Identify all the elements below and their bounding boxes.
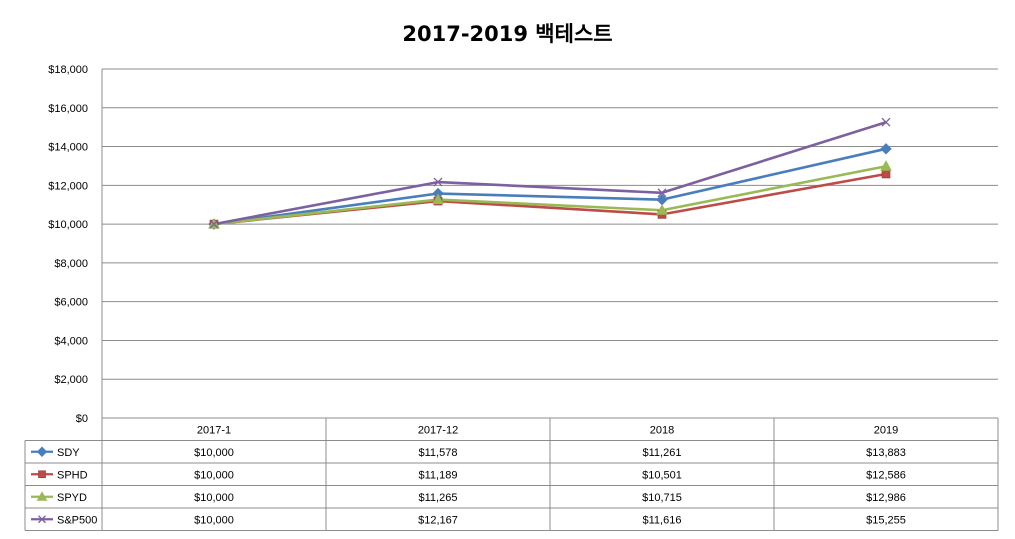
x-category-label: 2017-1 bbox=[197, 424, 231, 436]
y-axis-ticks: $0 $2,000 $4,000 $6,000 $8,000 $10,000 $12,000… bbox=[48, 64, 88, 425]
marker-stroke bbox=[881, 117, 891, 127]
marker-stroke bbox=[38, 515, 46, 524]
x-category-label: 2017-12 bbox=[418, 424, 458, 436]
series-line-sp500 bbox=[213, 120, 887, 226]
series-line-sdy bbox=[213, 147, 887, 226]
marker-stroke bbox=[209, 219, 219, 229]
data-table-cell: $10,000 bbox=[194, 447, 234, 459]
legend-series-name: SPYD bbox=[57, 492, 87, 504]
y-tick-label: $2,000 bbox=[54, 374, 88, 386]
series-line-spyd bbox=[213, 164, 887, 226]
data-point-sdy bbox=[880, 143, 892, 155]
series-markers bbox=[208, 117, 892, 230]
data-point-spyd bbox=[880, 160, 892, 171]
y-tick-label: $10,000 bbox=[48, 219, 88, 231]
legend-series-name: SPHD bbox=[57, 469, 88, 481]
data-table-cell: $10,000 bbox=[194, 469, 234, 481]
marker-stroke bbox=[433, 177, 443, 187]
data-table-cell: $11,616 bbox=[643, 514, 682, 526]
y-tick-label: $4,000 bbox=[54, 335, 88, 347]
legend-series-name: SDY bbox=[57, 447, 80, 459]
data-table-cell: $10,000 bbox=[194, 514, 234, 526]
data-table-cell: $10,000 bbox=[194, 492, 234, 504]
data-point-sp500 bbox=[657, 188, 667, 198]
legend-key-marker bbox=[36, 446, 48, 457]
series-line-sphd bbox=[213, 172, 887, 226]
y-tick-label: $12,000 bbox=[48, 180, 88, 192]
y-tick-label: $8,000 bbox=[54, 258, 88, 270]
chart-title: 2017-2019 백테스트 bbox=[402, 22, 613, 46]
data-point-sp500 bbox=[881, 117, 891, 127]
data-table-cell: $11,261 bbox=[643, 447, 682, 459]
y-tick-label: $14,000 bbox=[48, 142, 88, 154]
data-point-sp500 bbox=[433, 177, 443, 187]
legend-key-marker bbox=[38, 470, 46, 479]
legend-series-name: S&P500 bbox=[57, 514, 97, 526]
data-point-sphd bbox=[881, 169, 891, 179]
data-table-cell: $15,255 bbox=[866, 514, 906, 526]
y-tick-label: $6,000 bbox=[54, 297, 88, 309]
marker-stroke bbox=[657, 188, 667, 198]
gridlines bbox=[101, 68, 998, 419]
data-table-cell: $10,715 bbox=[642, 492, 682, 504]
data-table-cell: $11,189 bbox=[419, 469, 458, 481]
data-table-cell: $12,167 bbox=[418, 514, 458, 526]
data-point-spyd bbox=[656, 204, 668, 215]
data-table-cell: $12,986 bbox=[866, 492, 906, 504]
y-tick-label: $18,000 bbox=[48, 64, 88, 76]
y-tick-label: $0 bbox=[76, 413, 88, 425]
series-lines bbox=[213, 120, 887, 226]
data-table-cell: $11,265 bbox=[419, 492, 458, 504]
legend-key-marker bbox=[36, 491, 48, 501]
data-table-cell: $13,883 bbox=[866, 447, 906, 459]
data-table-cell: $10,501 bbox=[642, 469, 682, 481]
legend-key-marker bbox=[38, 515, 46, 524]
y-tick-label: $16,000 bbox=[48, 103, 88, 115]
data-point-spyd bbox=[432, 193, 444, 205]
x-category-label: 2019 bbox=[874, 424, 898, 436]
x-category-label: 2018 bbox=[650, 424, 674, 436]
data-table-cell: $11,578 bbox=[419, 447, 458, 459]
data-point-sp500 bbox=[209, 219, 219, 229]
data-table: 2017-1 2017-12 2018 2019 SDY $10,000 $11,578 $1… bbox=[24, 417, 999, 531]
data-table-cell: $12,586 bbox=[866, 469, 906, 481]
